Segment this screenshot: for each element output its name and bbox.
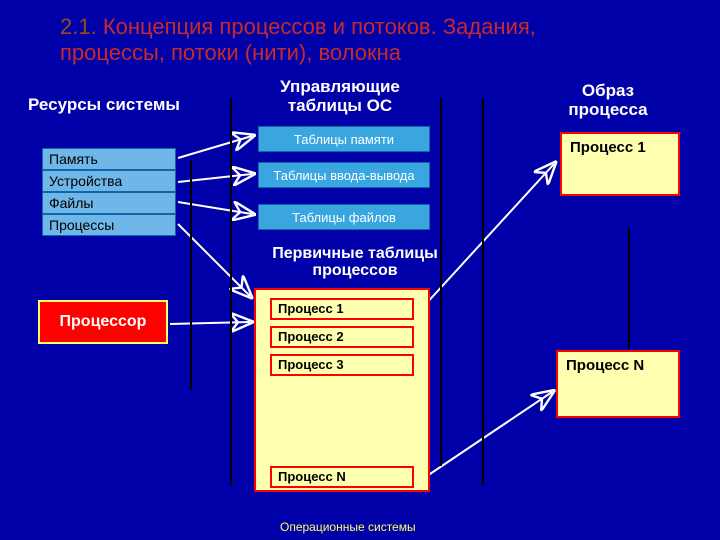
arrow xyxy=(424,392,552,478)
resource-item: Файлы xyxy=(42,192,176,214)
os-table-item: Таблицы памяти xyxy=(258,126,430,152)
footer-text: Операционные системы xyxy=(280,520,416,534)
primary-process-entry: Процесс N xyxy=(270,466,414,488)
title-text: Концепция процессов и потоков. Задания, … xyxy=(60,14,536,65)
process-image-box: Процесс 1 xyxy=(560,132,680,196)
separator-line xyxy=(440,98,442,466)
arrow xyxy=(424,164,554,306)
separator-line xyxy=(482,98,484,486)
separator-line xyxy=(190,160,192,390)
resource-item: Устройства xyxy=(42,170,176,192)
resource-item: Процессы xyxy=(42,214,176,236)
os-table-item: Таблицы ввода-вывода xyxy=(258,162,430,188)
separator-line xyxy=(230,98,232,486)
header-tables: Управляющие таблицы ОС xyxy=(250,78,430,115)
primary-process-entry: Процесс 2 xyxy=(270,326,414,348)
process-image-box: Процесс N xyxy=(556,350,680,418)
os-table-item: Таблицы файлов xyxy=(258,204,430,230)
processor-box: Процессор xyxy=(38,300,168,344)
arrow xyxy=(178,136,252,158)
primary-process-entry: Процесс 1 xyxy=(270,298,414,320)
slide-title: 2.1. Концепция процессов и потоков. Зада… xyxy=(60,14,620,66)
arrow xyxy=(178,224,250,296)
separator-line xyxy=(628,228,630,348)
resource-item: Память xyxy=(42,148,176,170)
header-image: Образ процесса xyxy=(548,82,668,119)
header-resources: Ресурсы системы xyxy=(28,96,208,115)
arrow xyxy=(170,322,250,324)
diagram-stage: 2.1. Концепция процессов и потоков. Зада… xyxy=(0,0,720,540)
primary-tables-label: Первичные таблицы процессов xyxy=(260,246,450,280)
primary-process-entry: Процесс 3 xyxy=(270,354,414,376)
title-prefix: 2.1. xyxy=(60,14,97,39)
